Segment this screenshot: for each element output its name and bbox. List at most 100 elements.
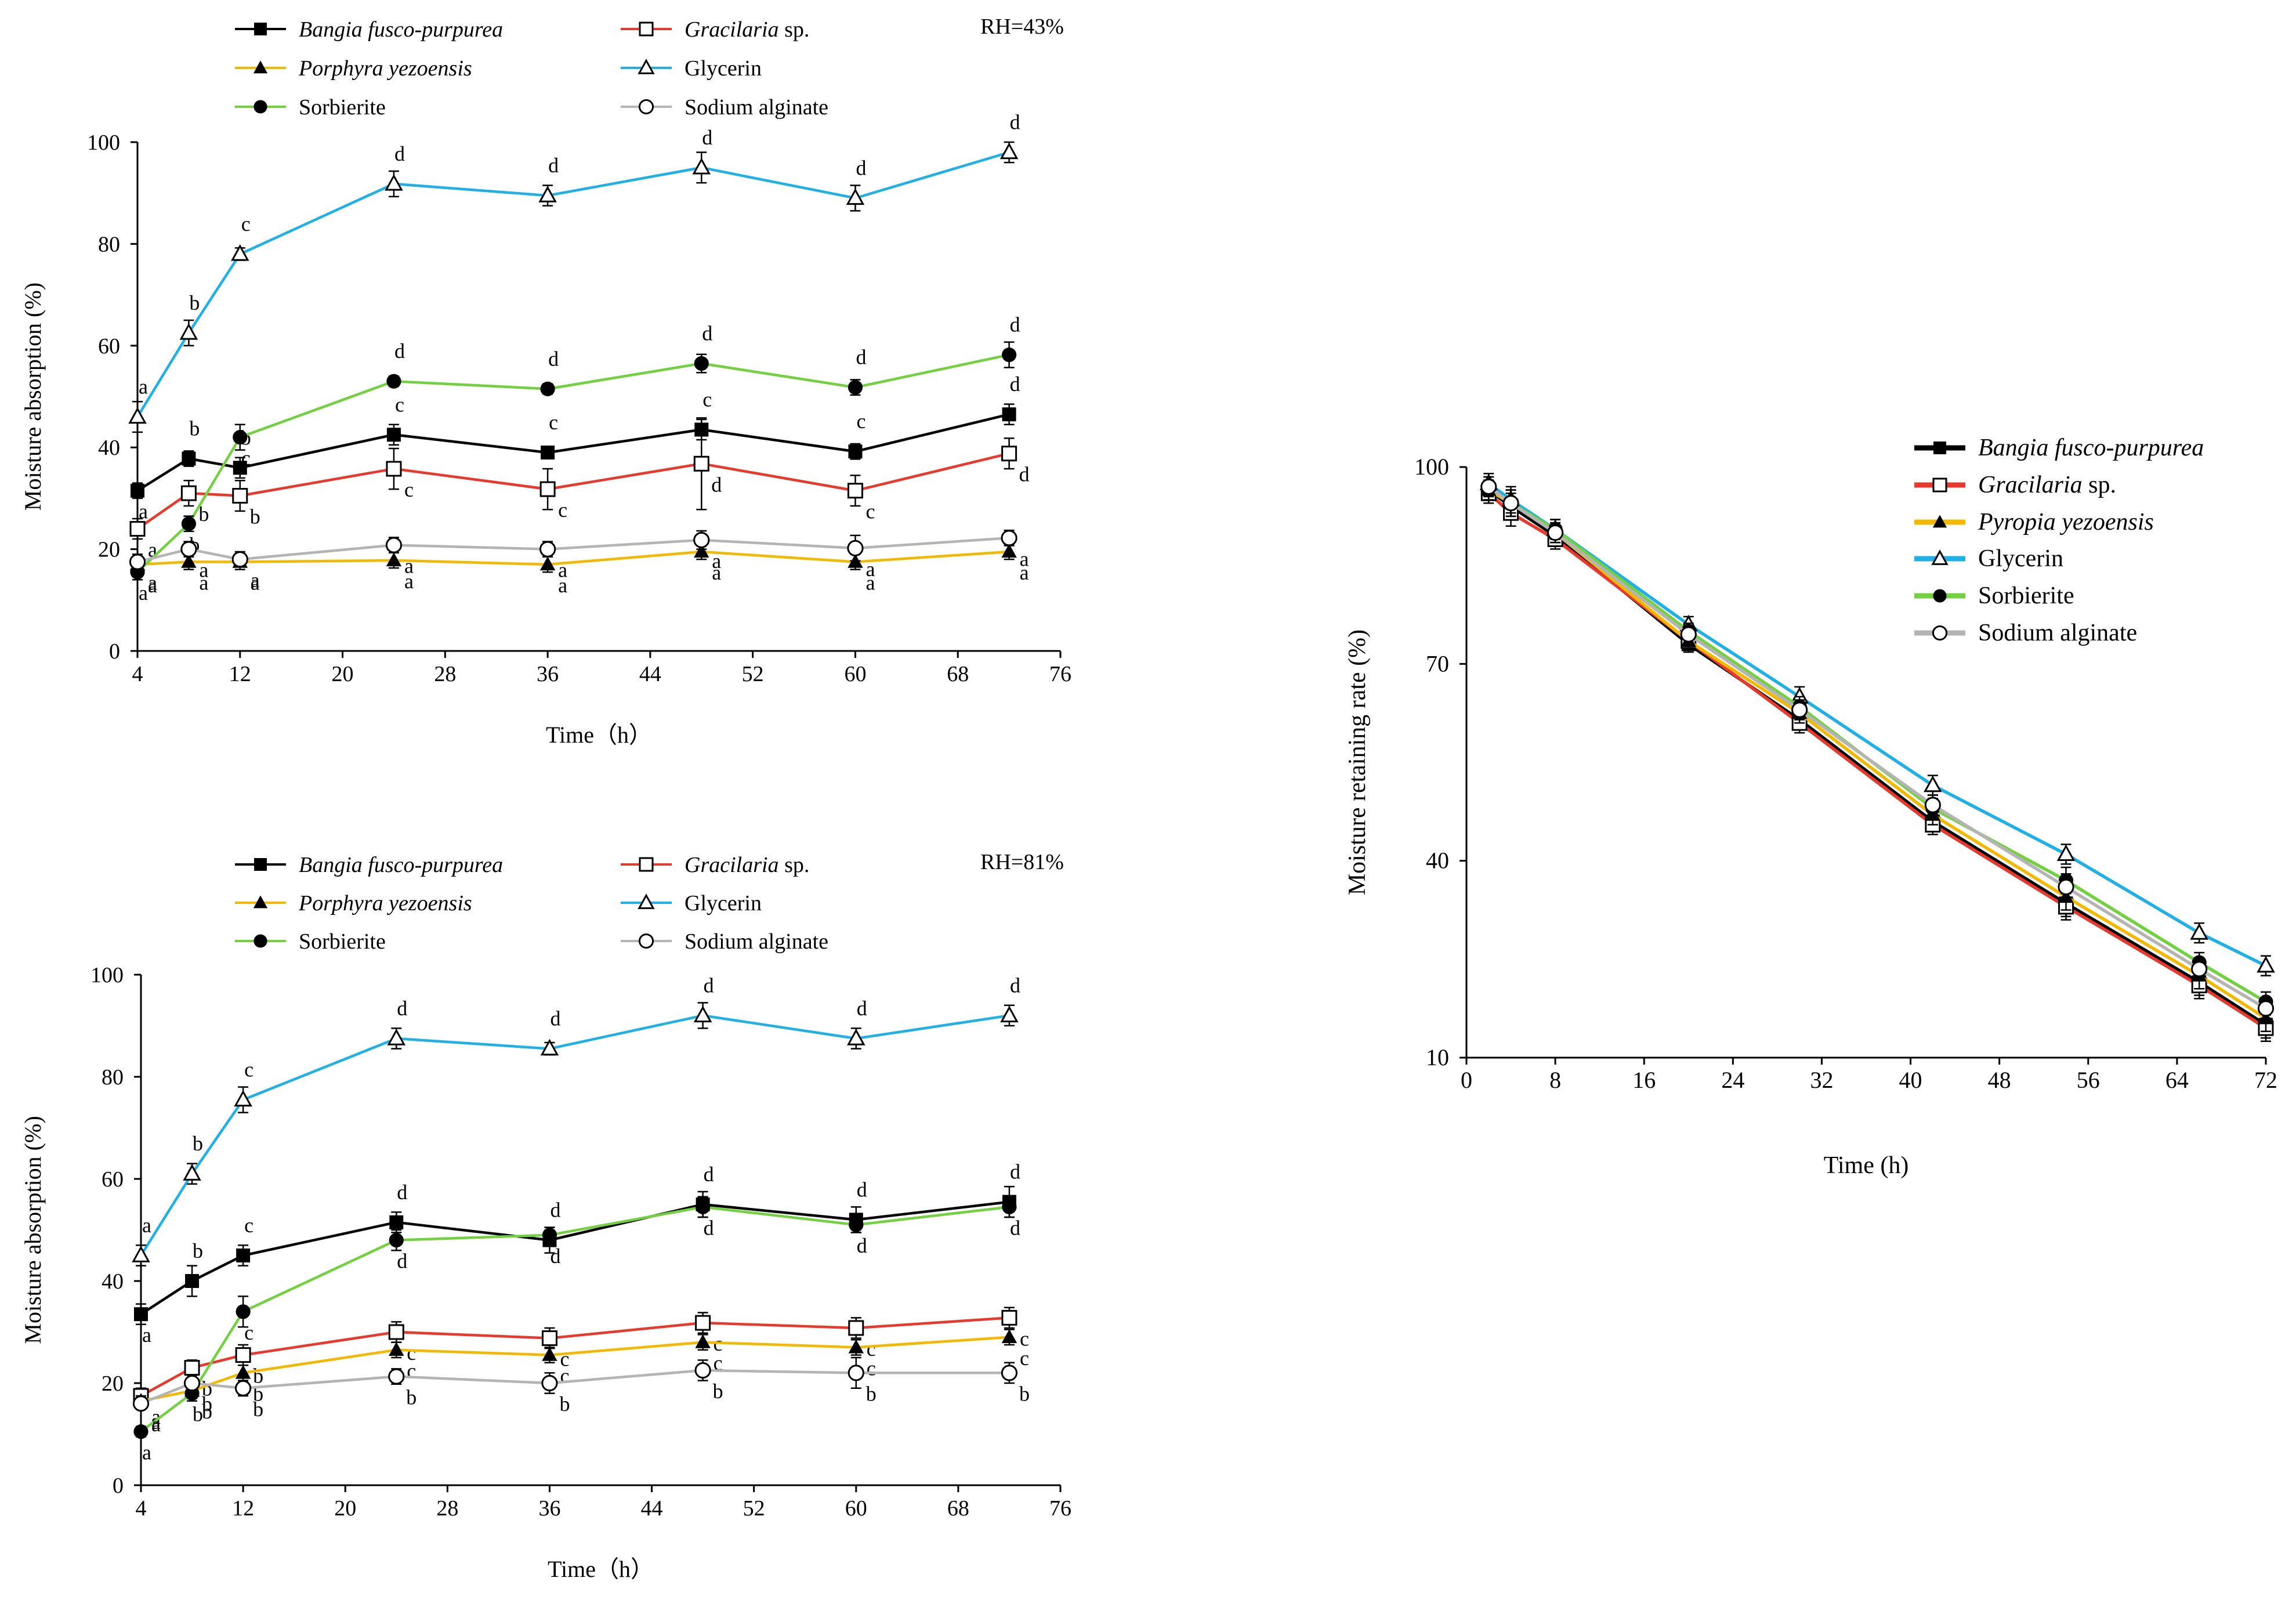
data-point: [132, 1395, 150, 1412]
y-tick-label: 60: [98, 334, 120, 359]
x-tick-label: 52: [743, 1496, 765, 1521]
y-tick-label: 40: [1426, 848, 1449, 874]
series-line: [140, 1336, 1010, 1403]
significance-label: c: [407, 1341, 416, 1365]
legend-label-suffix: sp.: [2083, 472, 2116, 498]
legend-label-name: Gracilaria: [685, 853, 779, 877]
data-point: [2257, 1000, 2275, 1017]
legend-marker: [638, 933, 654, 949]
series-line: [140, 1316, 1010, 1397]
data-point: [236, 1304, 251, 1319]
y-tick-label: 60: [102, 1167, 124, 1192]
data-point: [1547, 524, 1564, 541]
x-tick-label: 24: [1721, 1067, 1744, 1093]
y-tick-label: 100: [1414, 454, 1449, 480]
y-tick-label: 100: [87, 131, 120, 155]
data-point: [541, 445, 555, 459]
significance-label: c: [867, 1356, 876, 1380]
significance-label: a: [142, 1441, 151, 1464]
x-tick-label: 20: [334, 1496, 356, 1521]
significance-label: a: [139, 375, 148, 399]
legend-marker: [639, 857, 654, 872]
x-tick-label: 32: [1810, 1067, 1833, 1093]
significance-label: d: [550, 1199, 560, 1222]
significance-label: b: [713, 1380, 723, 1403]
significance-label: c: [867, 1337, 876, 1360]
legend-marker: [639, 21, 654, 37]
legend-label-name: Bangia fusco-purpurea: [1978, 435, 2204, 461]
series-line: [140, 1014, 1010, 1257]
x-tick-label: 60: [844, 662, 866, 686]
data-point: [2191, 961, 2208, 978]
legend-label: Bangia fusco-purpurea: [1978, 435, 2204, 461]
data-point: [999, 142, 1019, 160]
data-point: [385, 537, 403, 553]
x-tick-label: 60: [845, 1496, 867, 1521]
significance-label: c: [558, 498, 567, 522]
significance-label: b: [253, 1398, 263, 1421]
data-point: [847, 483, 863, 499]
y-tick-label: 70: [1426, 650, 1449, 676]
significance-label: b: [866, 1382, 877, 1405]
legend-label-name: Sodium alginate: [685, 929, 828, 954]
data-point: [2190, 923, 2208, 940]
legend-label-name: Glycerin: [1978, 545, 2063, 572]
data-point: [1002, 407, 1016, 422]
significance-label: b: [202, 1392, 212, 1416]
x-tick-label: 64: [2165, 1067, 2189, 1093]
legend-marker: [638, 59, 655, 74]
data-point: [185, 1274, 200, 1288]
legend-label: Glycerin: [1978, 545, 2063, 572]
significance-label: a: [142, 1323, 151, 1347]
y-tick-label: 40: [98, 436, 120, 460]
y-tick-label: 20: [102, 1372, 124, 1396]
significance-label: a: [199, 559, 208, 582]
x-tick-label: 76: [1049, 662, 1071, 686]
data-point: [235, 1347, 251, 1363]
data-point: [231, 551, 248, 568]
legend-label-name: Sodium alginate: [685, 95, 828, 120]
y-tick-label: 80: [102, 1065, 124, 1090]
significance-label: c: [407, 1359, 416, 1383]
legend-marker: [1933, 442, 1946, 454]
data-point: [1001, 1365, 1018, 1381]
x-tick-label: 48: [1988, 1067, 2011, 1093]
data-point: [231, 244, 249, 261]
chart-right: 0 8 16 24 32 40 48 56 64 72 10 40 70 100 Time (h) Moist…: [1344, 435, 2277, 1179]
significance-label: d: [1010, 1216, 1020, 1239]
data-point: [1001, 1329, 1017, 1343]
y-axis-label: Moisture absorption (%): [20, 1116, 46, 1344]
legend-label: Bangia fusco-purpurea: [299, 853, 503, 877]
legend-marker: [1931, 549, 1949, 565]
x-tick-label: 28: [436, 1496, 458, 1521]
data-point: [1001, 446, 1017, 462]
legend-label-name: Pyropia yezoensis: [1978, 509, 2154, 535]
data-point: [388, 1324, 404, 1340]
data-point: [1002, 347, 1017, 363]
data-point: [1001, 544, 1017, 558]
legend: Bangia fusco-purpurea Gracilaria sp. Pyrop…: [1914, 435, 2204, 646]
series-line: [137, 550, 1009, 566]
y-axis-label: Moisture absorption (%): [20, 283, 46, 511]
x-tick-label: 12: [229, 662, 251, 686]
series-line: [136, 151, 1010, 418]
significance-label: d: [394, 339, 405, 363]
significance-label: b: [193, 1403, 203, 1426]
significance-label: d: [394, 142, 405, 165]
legend-label: Sodium alginate: [685, 929, 828, 954]
significance-label: b: [193, 1132, 203, 1155]
significance-label: a: [558, 559, 567, 582]
data-point: [1000, 1005, 1019, 1023]
data-point: [387, 1029, 406, 1045]
series-sodium-alginate: ab bb bb b b: [132, 1356, 1030, 1436]
data-point: [1680, 626, 1697, 643]
data-point: [181, 553, 197, 568]
y-tick-label: 80: [98, 232, 120, 256]
x-axis-label: Time（h）: [546, 722, 652, 748]
data-point: [233, 430, 248, 445]
y-tick-label: 20: [98, 538, 120, 562]
data-point: [181, 516, 196, 531]
data-point: [846, 188, 865, 205]
data-point: [388, 1368, 405, 1385]
